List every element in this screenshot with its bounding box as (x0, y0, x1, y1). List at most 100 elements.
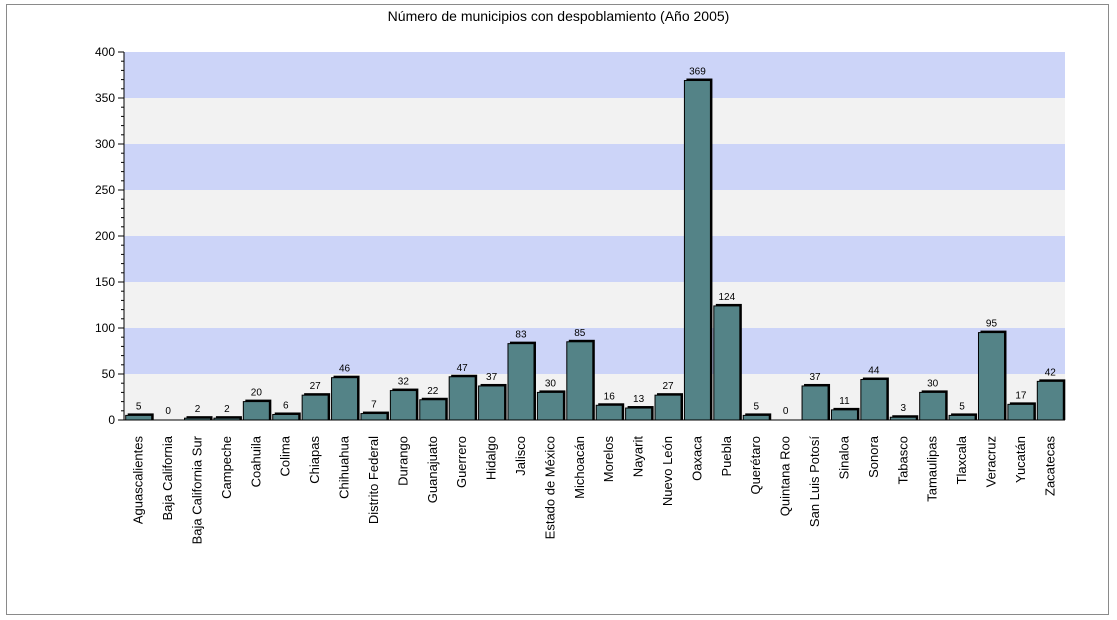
category-label: Coahuila (248, 435, 263, 487)
grid-band (124, 52, 1065, 98)
data-label: 6 (283, 400, 289, 411)
bar (478, 385, 506, 421)
bar (331, 377, 359, 421)
category-label: Campeche (219, 436, 234, 499)
bar (389, 390, 417, 421)
category-label: Sinaloa (836, 435, 851, 479)
data-label: 37 (486, 372, 498, 383)
y-tick-label: 250 (95, 183, 115, 197)
bar (536, 391, 564, 421)
data-label: 27 (662, 381, 674, 392)
bar (566, 341, 594, 421)
category-label: Nayarit (631, 436, 646, 478)
category-label: Querétaro (748, 436, 763, 495)
data-label: 2 (195, 404, 201, 415)
data-label: 124 (718, 292, 735, 303)
category-label: Estado de México (542, 436, 557, 539)
data-label: 5 (136, 401, 142, 412)
data-label: 13 (633, 394, 645, 405)
category-label: Michoacán (572, 436, 587, 499)
y-tick-label: 200 (95, 229, 115, 243)
data-label: 22 (427, 386, 439, 397)
data-label: 46 (339, 364, 351, 375)
data-label: 85 (574, 328, 586, 339)
bar (889, 416, 917, 421)
y-tick-label: 400 (95, 45, 115, 59)
bar (1036, 380, 1064, 421)
bar (448, 376, 476, 421)
data-label: 2 (224, 404, 230, 415)
bar (507, 343, 535, 421)
bar (125, 414, 153, 421)
data-label: 32 (398, 377, 410, 388)
bar (860, 379, 888, 421)
category-label: Chiapas (307, 436, 322, 484)
category-label: Sonora (866, 435, 881, 478)
bar (830, 409, 858, 421)
category-label: Yucatán (1013, 436, 1028, 483)
y-tick-label: 50 (102, 367, 116, 381)
data-label: 47 (457, 363, 469, 374)
data-label: 3 (900, 403, 906, 414)
category-label: Tamaulipas (925, 436, 940, 502)
category-label: Veracruz (983, 436, 998, 487)
bar (213, 417, 241, 421)
category-label: Oaxaca (689, 435, 704, 481)
bar (919, 391, 947, 421)
bar (977, 332, 1005, 421)
category-label: Morelos (601, 436, 616, 483)
category-label: San Luis Potosí (807, 436, 822, 527)
category-label: Tabasco (895, 436, 910, 484)
data-label: 5 (753, 401, 759, 412)
category-label: Jalisco (513, 436, 528, 476)
bar (1007, 403, 1035, 421)
data-label: 17 (1015, 390, 1027, 401)
category-label: Durango (395, 436, 410, 486)
y-tick-label: 300 (95, 137, 115, 151)
data-label: 30 (927, 378, 939, 389)
grid-band (124, 98, 1065, 144)
bar (242, 401, 270, 421)
category-label: Zacatecas (1042, 436, 1057, 496)
bar (654, 394, 682, 421)
category-label: Aguascalientes (131, 436, 146, 525)
bar (595, 404, 623, 421)
category-label: Tlaxcala (954, 435, 969, 484)
category-label: Guanajuato (425, 436, 440, 503)
bar (419, 399, 447, 421)
data-label: 5 (959, 401, 965, 412)
data-label: 44 (868, 366, 880, 377)
data-label: 16 (604, 391, 616, 402)
y-tick-label: 100 (95, 321, 115, 335)
bar (801, 385, 829, 421)
y-tick-label: 0 (108, 413, 115, 427)
grid-band (124, 236, 1065, 282)
y-tick-label: 150 (95, 275, 115, 289)
data-label: 369 (689, 67, 706, 78)
category-label: Colima (278, 435, 293, 476)
bar (301, 394, 329, 421)
data-label: 11 (839, 396, 850, 407)
grid-band (124, 282, 1065, 328)
bar (184, 417, 212, 421)
grid-band (124, 144, 1065, 190)
data-label: 42 (1045, 367, 1057, 378)
data-label: 30 (545, 378, 557, 389)
category-label: Baja California (160, 435, 175, 520)
bar (683, 80, 711, 421)
bar (948, 414, 976, 421)
bar (625, 407, 653, 421)
grid-band (124, 190, 1065, 236)
data-label: 7 (371, 400, 377, 411)
bar (272, 413, 300, 421)
category-label: Baja California Sur (190, 435, 205, 544)
data-label: 0 (783, 406, 789, 417)
bar (742, 414, 770, 421)
data-label: 83 (515, 330, 527, 341)
bar (713, 305, 741, 421)
category-label: Chihuahua (337, 435, 352, 499)
category-label: Puebla (719, 435, 734, 476)
category-label: Quintana Roo (778, 436, 793, 516)
data-label: 20 (251, 388, 263, 399)
bar (360, 413, 388, 421)
